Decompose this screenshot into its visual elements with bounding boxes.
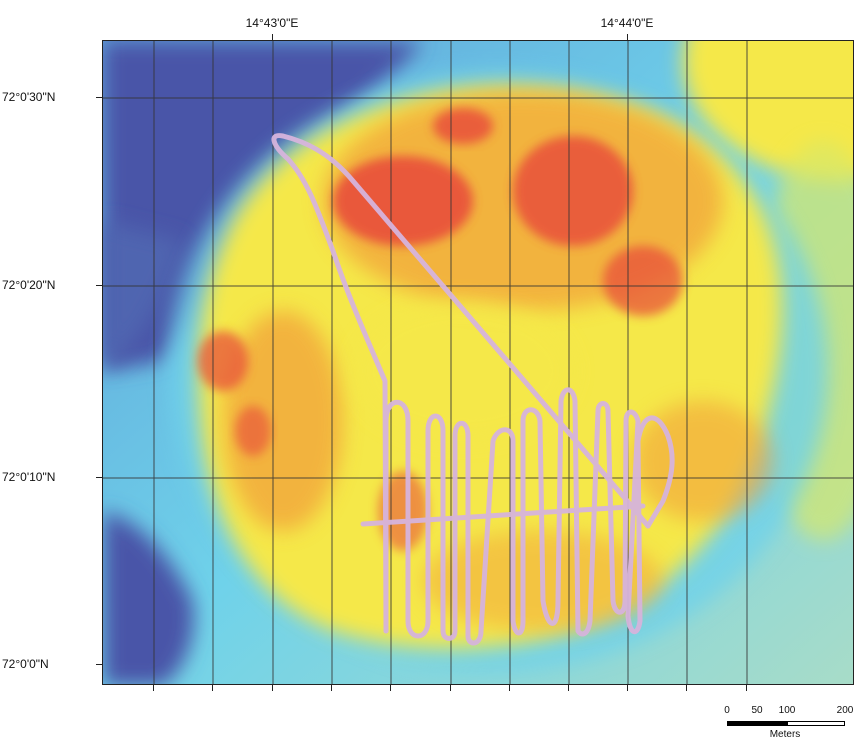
scale-bar: 0 50 100 200 Meters bbox=[715, 705, 855, 745]
bathymetry-svg bbox=[103, 41, 854, 685]
scale-segment bbox=[757, 721, 787, 726]
top-tick bbox=[627, 34, 628, 40]
bottom-tick bbox=[450, 685, 451, 691]
scale-label-0: 0 bbox=[724, 705, 730, 716]
lat-label-72-0-10: 72°0'10"N bbox=[2, 470, 55, 484]
bottom-tick bbox=[509, 685, 510, 691]
left-tick bbox=[96, 285, 102, 286]
scale-segment bbox=[787, 721, 845, 726]
bottom-tick bbox=[568, 685, 569, 691]
top-tick bbox=[272, 34, 273, 40]
scale-label-100: 100 bbox=[779, 705, 796, 716]
bathymetry-map[interactable] bbox=[102, 40, 854, 685]
bottom-tick bbox=[272, 685, 273, 691]
lon-label-14-43: 14°43'0"E bbox=[246, 16, 299, 30]
left-tick bbox=[96, 664, 102, 665]
bottom-tick bbox=[627, 685, 628, 691]
bottom-tick bbox=[331, 685, 332, 691]
lat-label-72-0-20: 72°0'20"N bbox=[2, 278, 55, 292]
left-tick bbox=[96, 477, 102, 478]
bottom-tick bbox=[153, 685, 154, 691]
bottom-tick bbox=[390, 685, 391, 691]
lon-label-14-44: 14°44'0"E bbox=[601, 16, 654, 30]
scale-label-200: 200 bbox=[837, 705, 854, 716]
summit-red-zone bbox=[333, 156, 473, 246]
bottom-tick bbox=[212, 685, 213, 691]
bottom-tick bbox=[746, 685, 747, 691]
scale-unit-label: Meters bbox=[770, 729, 801, 740]
lat-label-72-0-0: 72°0'0"N bbox=[2, 657, 49, 671]
bottom-tick bbox=[686, 685, 687, 691]
lat-label-72-0-30: 72°0'30"N bbox=[2, 90, 55, 104]
scale-label-50: 50 bbox=[751, 705, 762, 716]
scale-segment bbox=[727, 721, 757, 726]
left-tick bbox=[96, 97, 102, 98]
